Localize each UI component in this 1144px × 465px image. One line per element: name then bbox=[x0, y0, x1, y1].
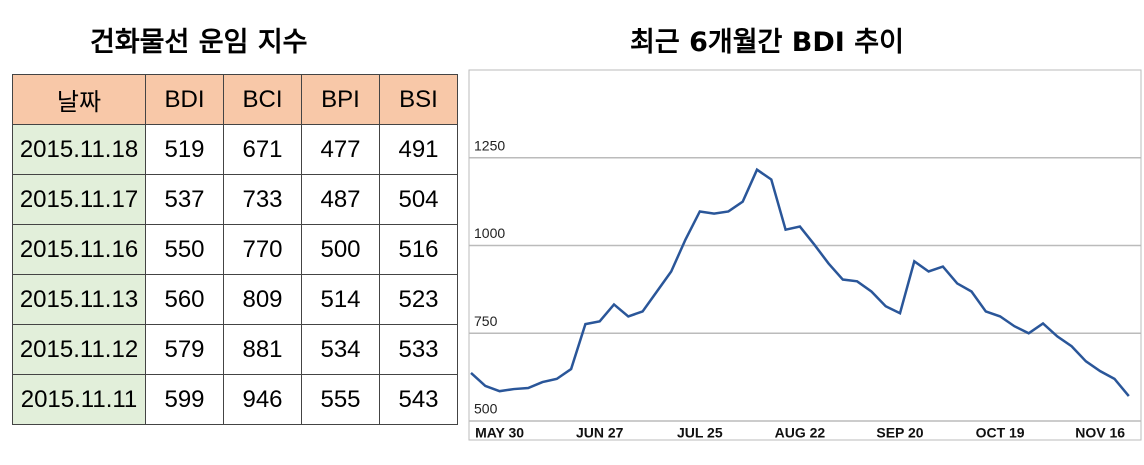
y-tick-label: 500 bbox=[474, 401, 498, 417]
table-cell: 809 bbox=[223, 274, 302, 325]
x-tick-label: JUL 25 bbox=[677, 425, 723, 441]
x-tick-label: NOV 16 bbox=[1075, 425, 1125, 441]
table-row: 날짜 BDI BCI BPI BSI bbox=[12, 74, 458, 125]
y-tick-label: 1250 bbox=[474, 137, 505, 153]
table-cell: 523 bbox=[379, 274, 458, 325]
table-cell: 770 bbox=[223, 224, 302, 275]
table-cell: 671 bbox=[223, 124, 302, 175]
table-cell: BDI bbox=[145, 74, 224, 125]
table-row: 2015.11.13 560 809 514 523 bbox=[12, 274, 458, 325]
data-line bbox=[470, 167, 1130, 397]
table-cell: 2015.11.12 bbox=[12, 324, 146, 375]
table-cell: BSI bbox=[379, 74, 458, 125]
chart-frame bbox=[468, 69, 1142, 441]
table-cell: 500 bbox=[301, 224, 380, 275]
table-cell: 519 bbox=[145, 124, 224, 175]
table-cell: 2015.11.11 bbox=[12, 374, 146, 425]
table-cell: 881 bbox=[223, 324, 302, 375]
x-tick-label: SEP 20 bbox=[876, 425, 923, 441]
table-row: 2015.11.11 599 946 555 543 bbox=[12, 374, 458, 425]
table-cell: 599 bbox=[145, 374, 224, 425]
table-title: 건화물선 운임 지수 bbox=[90, 27, 308, 58]
table-cell: 491 bbox=[379, 124, 458, 175]
table-cell: 533 bbox=[379, 324, 458, 375]
y-tick-label: 1000 bbox=[474, 225, 505, 241]
chart-title: 최근 6개월간 BDI 추이 bbox=[630, 27, 904, 58]
table-cell: 946 bbox=[223, 374, 302, 425]
table: 날짜 BDI BCI BPI BSI 2015.11.18 519 671 477 491 2015… bbox=[12, 74, 458, 425]
x-tick-label: AUG 22 bbox=[775, 425, 826, 441]
table-cell: 2015.11.13 bbox=[12, 274, 146, 325]
table-row: 2015.11.12 579 881 534 533 bbox=[12, 324, 458, 375]
table-cell: 504 bbox=[379, 174, 458, 225]
x-tick-label: OCT 19 bbox=[976, 425, 1025, 441]
table-cell: 2015.11.18 bbox=[12, 124, 146, 175]
table-cell: 2015.11.17 bbox=[12, 174, 146, 225]
x-tick-label: JUN 27 bbox=[576, 425, 624, 441]
table-cell: 555 bbox=[301, 374, 380, 425]
table-cell: 516 bbox=[379, 224, 458, 275]
y-tick-label: 750 bbox=[474, 313, 498, 329]
table-cell: 733 bbox=[223, 174, 302, 225]
x-tick-label: MAY 30 bbox=[475, 425, 524, 441]
table-cell: 날짜 bbox=[12, 74, 146, 125]
table-cell: 543 bbox=[379, 374, 458, 425]
